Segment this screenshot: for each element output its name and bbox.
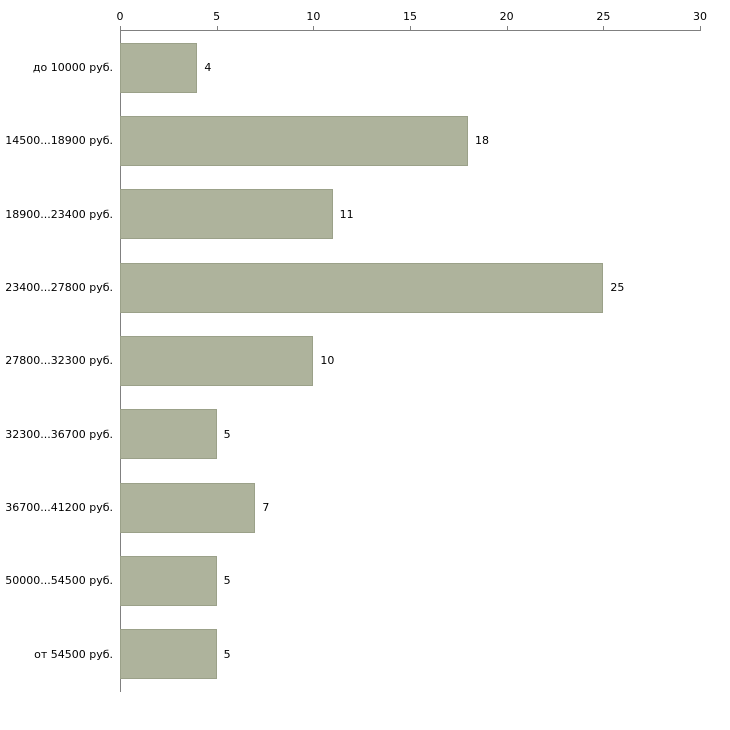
category-label: 50000...54500 руб.: [5, 574, 113, 588]
bar-row: 32300...36700 руб. 5: [0, 398, 730, 471]
value-label: 10: [320, 354, 335, 368]
category-label: 14500...18900 руб.: [5, 134, 113, 148]
category-label: 27800...32300 руб.: [5, 354, 113, 368]
value-label: 25: [610, 281, 625, 295]
bar: [120, 555, 217, 606]
bar-row: 18900...23400 руб. 11: [0, 178, 730, 251]
category-label: до 10000 руб.: [32, 61, 113, 75]
category-label: 32300...36700 руб.: [5, 427, 113, 441]
x-axis-tick-label: 30: [693, 10, 707, 23]
x-axis-tick: [216, 26, 218, 31]
x-axis-tick: [506, 26, 508, 31]
bar: [120, 115, 468, 166]
x-axis-tick: [410, 26, 411, 31]
bar: [120, 262, 604, 313]
bar-row: 23400...27800 руб. 25: [0, 251, 730, 324]
bar-row: 50000...54500 руб. 5: [0, 544, 730, 617]
category-label: от 54500 руб.: [34, 647, 113, 661]
bar-row: 14500...18900 руб. 18: [0, 104, 730, 177]
bar: [120, 629, 217, 680]
x-axis-tick-label: 10: [306, 10, 321, 23]
value-label: 5: [223, 574, 231, 588]
x-axis-tick: [603, 26, 605, 31]
value-label: 5: [223, 647, 231, 661]
value-label: 11: [339, 207, 354, 221]
x-axis-tick: [120, 26, 121, 31]
bar: [120, 335, 314, 386]
bar-rows-container: до 10000 руб. 4 14500...18900 руб. 18 18900.…: [0, 31, 730, 691]
bar-row: 27800...32300 руб. 10: [0, 324, 730, 397]
x-axis-tick-label: 20: [499, 10, 514, 23]
x-axis-tick-label: 0: [116, 10, 124, 23]
value-label: 7: [262, 501, 270, 515]
category-label: 18900...23400 руб.: [5, 207, 113, 221]
category-label: 23400...27800 руб.: [5, 281, 113, 295]
bar: [120, 409, 217, 460]
bar-row: 36700...41200 руб. 7: [0, 471, 730, 544]
x-axis-tick: [700, 26, 701, 31]
category-label: 36700...41200 руб.: [5, 501, 113, 515]
x-axis-tick-label: 15: [403, 10, 417, 23]
bar: [120, 42, 198, 93]
value-label: 4: [204, 61, 212, 75]
value-label: 5: [223, 427, 231, 441]
bar: [120, 189, 333, 240]
value-label: 18: [475, 134, 489, 148]
bar-row: от 54500 руб. 5: [0, 618, 730, 691]
bar: [120, 482, 256, 533]
bar-row: до 10000 руб. 4: [0, 31, 730, 104]
x-axis-tick-label: 25: [596, 10, 611, 23]
x-axis-tick: [313, 26, 315, 31]
x-axis-tick-label: 5: [213, 10, 221, 23]
